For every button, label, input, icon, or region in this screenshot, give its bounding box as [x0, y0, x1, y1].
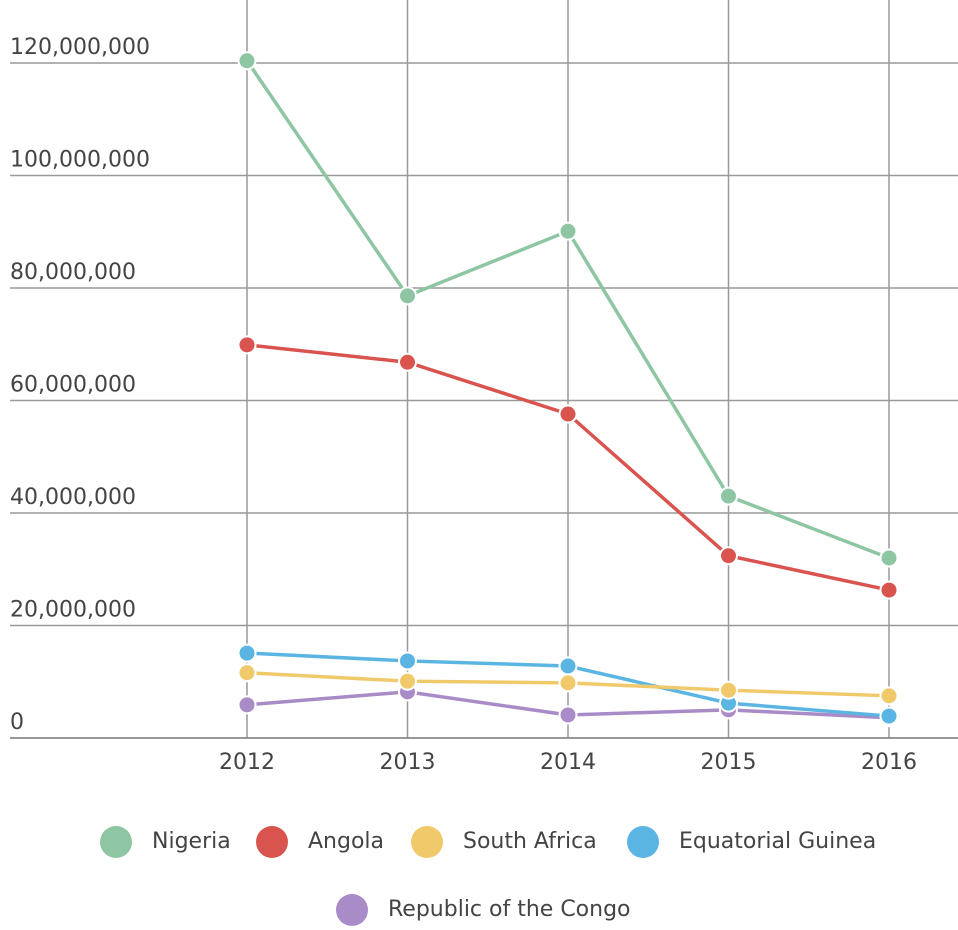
point	[398, 352, 417, 372]
point	[719, 680, 738, 700]
y-tick-label: 120,000,000	[10, 35, 150, 60]
point	[879, 706, 899, 726]
x-tick-label: 2014	[540, 750, 596, 775]
y-tick-label: 40,000,000	[10, 485, 136, 510]
y-tick-label: 80,000,000	[10, 260, 136, 285]
point	[879, 686, 899, 706]
x-tick-label: 2016	[861, 750, 917, 775]
point	[719, 486, 738, 506]
legend-marker	[411, 826, 443, 858]
legend-label: Republic of the Congo	[388, 897, 631, 922]
point	[237, 643, 257, 663]
point	[558, 673, 578, 693]
legend-marker	[336, 894, 368, 926]
legend-label: Nigeria	[152, 829, 231, 854]
point	[558, 221, 578, 241]
legend-label: Equatorial Guinea	[679, 829, 876, 854]
y-tick-label: 0	[10, 710, 24, 735]
legend-label: Angola	[308, 829, 384, 854]
point	[719, 546, 738, 566]
y-tick-label: 20,000,000	[10, 598, 136, 623]
legend-marker	[100, 826, 132, 858]
point	[558, 404, 578, 424]
point	[879, 580, 899, 600]
legend-label: South Africa	[463, 829, 597, 854]
point	[558, 656, 578, 676]
point	[237, 335, 257, 355]
point	[237, 663, 257, 683]
legend-marker	[627, 826, 659, 858]
point	[237, 695, 257, 715]
point	[237, 51, 257, 71]
y-tick-label: 100,000,000	[10, 148, 150, 173]
x-tick-label: 2015	[701, 750, 757, 775]
point	[398, 286, 417, 306]
point	[398, 671, 417, 691]
legend-marker	[256, 826, 288, 858]
x-tick-label: 2012	[219, 750, 275, 775]
point	[879, 548, 899, 568]
y-tick-label: 60,000,000	[10, 373, 136, 398]
point	[398, 651, 417, 671]
x-tick-label: 2013	[380, 750, 436, 775]
point	[558, 705, 578, 725]
